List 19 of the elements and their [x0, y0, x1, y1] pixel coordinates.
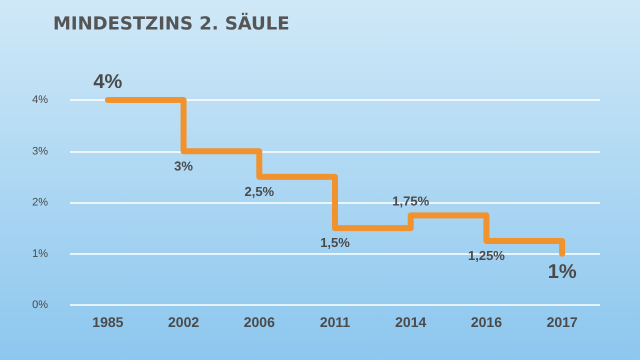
data-label: 4% [93, 71, 123, 93]
x-tick-label: 2017 [546, 314, 578, 330]
data-label: 1,75% [392, 193, 430, 208]
x-tick-label: 2006 [244, 314, 276, 330]
data-label: 1,5% [320, 235, 350, 250]
x-tick-label: 2011 [320, 314, 350, 330]
y-tick-label: 0% [32, 299, 48, 311]
data-label: 2,5% [244, 184, 275, 199]
x-tick-label: 2016 [470, 314, 502, 330]
y-tick-label: 2% [32, 196, 48, 208]
y-tick-label: 1% [32, 248, 48, 260]
x-tick-label: 1985 [92, 314, 124, 330]
y-tick-label: 4% [32, 94, 48, 106]
y-tick-label: 3% [32, 145, 48, 158]
data-label: 3% [174, 158, 194, 174]
x-tick-label: 2002 [168, 314, 200, 330]
x-tick-label: 2014 [395, 314, 426, 330]
chart-title: MINDESTZINS 2. SÄULE [53, 12, 290, 34]
data-label: 1% [548, 260, 577, 283]
